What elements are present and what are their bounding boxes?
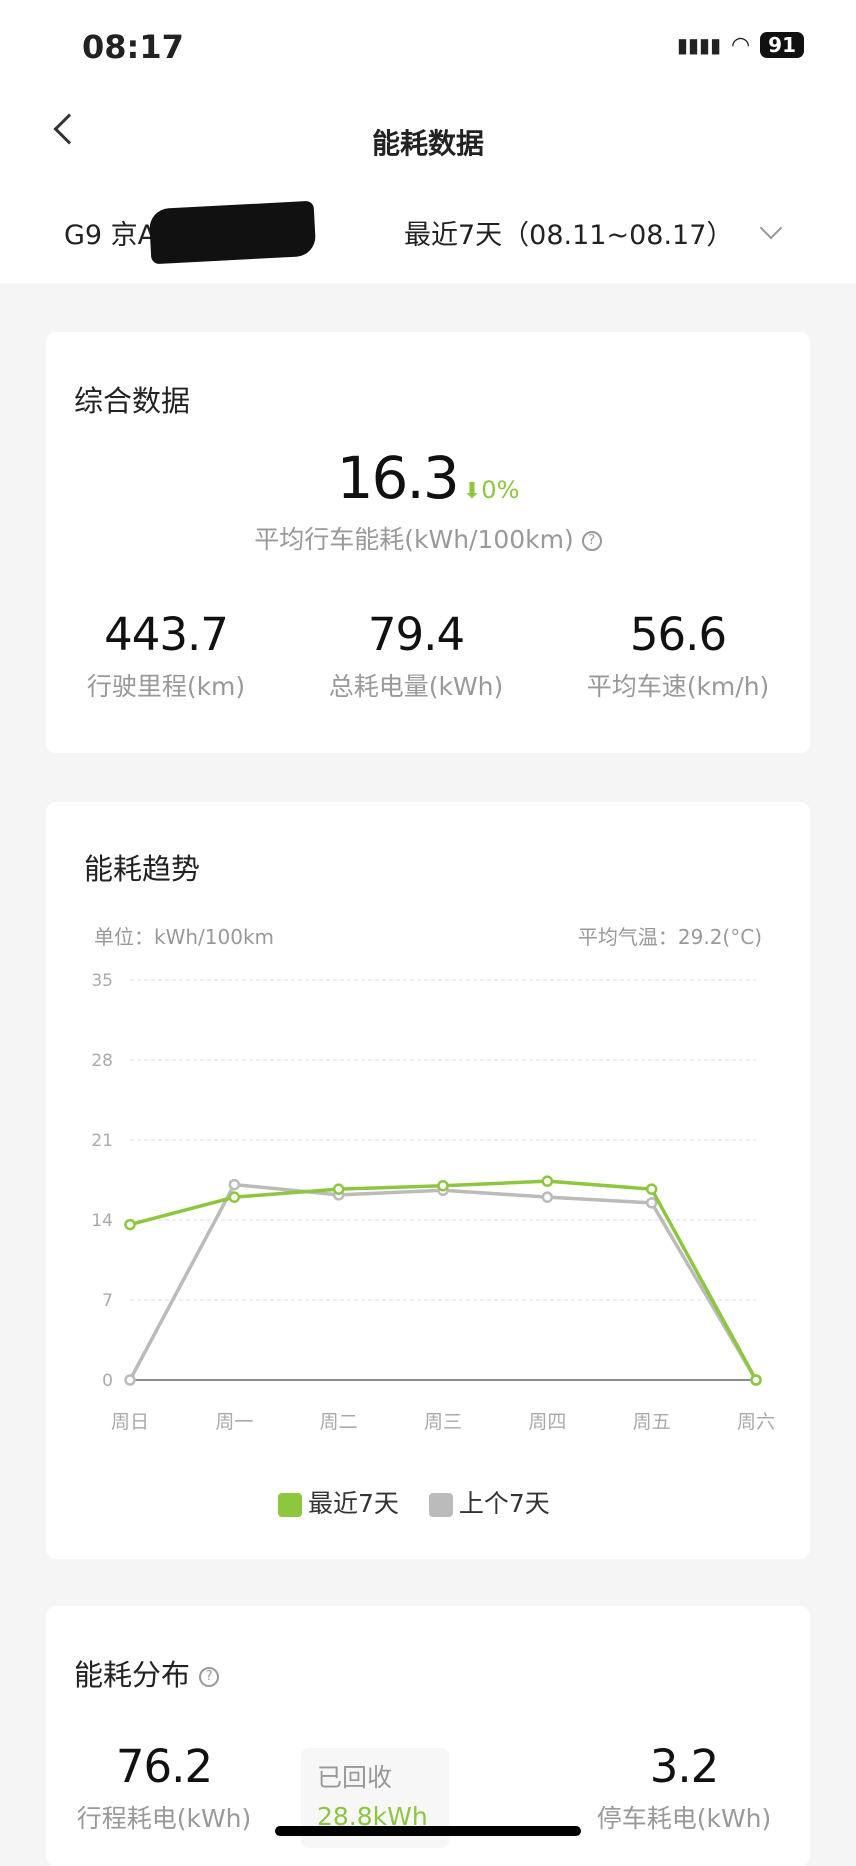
stat-energy: 79.4 总耗电量(kWh)	[286, 608, 546, 703]
stat-label: 总耗电量(kWh)	[328, 672, 504, 701]
summary-card: 综合数据 16.3 ⬇0% 平均行车能耗(kWh/100km) ? 443.7 行…	[46, 332, 810, 753]
driving-value: 76.2	[115, 1740, 213, 1793]
data-point	[332, 1183, 345, 1195]
x-tick-label: 周日	[111, 1411, 149, 1433]
stat-value: 443.7	[104, 608, 229, 661]
avg-consumption: 16.3 ⬇0%	[46, 444, 810, 512]
trend-card: 能耗趋势 单位：kWh/100km 平均气温：29.2(°C)	[46, 802, 810, 1559]
trend-title: 能耗趋势	[84, 852, 201, 886]
header	[0, 0, 856, 283]
distribution-title: 能耗分布 ?	[74, 1652, 220, 1694]
data-point	[541, 1175, 554, 1187]
distribution-title-text: 能耗分布	[74, 1658, 191, 1692]
unit-label: 单位：kWh/100km	[94, 925, 275, 949]
legend-label: 上个7天	[458, 1489, 550, 1518]
stat-label: 行驶里程(km)	[86, 672, 246, 701]
x-tick-label: 周一	[215, 1411, 253, 1433]
legend-label: 最近7天	[308, 1489, 399, 1518]
signal-icon: ▮▮▮▮	[676, 33, 721, 57]
data-point	[541, 1191, 554, 1203]
battery-icon: 91	[760, 32, 804, 58]
y-tick-label: 7	[102, 1291, 113, 1311]
y-tick-label: 28	[91, 1051, 113, 1071]
driving-energy: 76.2 行程耗电(kWh)	[34, 1740, 294, 1835]
home-indicator[interactable]	[275, 1826, 581, 1836]
x-tick-label: 周六	[737, 1411, 775, 1433]
data-point	[437, 1179, 449, 1192]
stat-value: 56.6	[629, 608, 727, 661]
avg-consumption-value: 16.3	[336, 444, 460, 512]
series-line	[129, 1179, 758, 1381]
stat-speed: 56.6 平均车速(km/h)	[548, 608, 808, 703]
arrow-down-icon: ⬇	[462, 479, 482, 504]
parking-label: 停车耗电(kWh)	[596, 1804, 772, 1833]
summary-title: 综合数据	[74, 384, 191, 418]
temperature-label: 平均气温：29.2(°C)	[577, 925, 762, 949]
data-point	[645, 1183, 658, 1195]
driving-label: 行程耗电(kWh)	[76, 1804, 252, 1833]
y-tick-label: 21	[91, 1131, 113, 1151]
data-point	[228, 1191, 241, 1203]
page-title: 能耗数据	[371, 127, 484, 160]
legend-item-previous[interactable]: 上个7天	[428, 1484, 550, 1520]
x-tick-label: 周五	[633, 1411, 671, 1433]
parking-value: 3.2	[649, 1740, 720, 1793]
status-time: 08:17	[82, 28, 184, 66]
legend-item-recent[interactable]: 最近7天	[278, 1484, 399, 1520]
parking-energy: 3.2 停车耗电(kWh)	[554, 1740, 814, 1835]
period-selector[interactable]: 最近7天（08.11~08.17）	[404, 220, 734, 251]
x-tick-label: 周四	[528, 1411, 566, 1433]
data-point	[124, 1218, 136, 1231]
y-tick-label: 14	[91, 1211, 113, 1231]
x-tick-label: 周二	[320, 1411, 358, 1433]
stat-mileage: 443.7 行驶里程(km)	[36, 608, 296, 703]
avg-label-text: 平均行车能耗(kWh/100km)	[254, 525, 574, 554]
y-tick-label: 35	[91, 971, 113, 991]
data-point	[124, 1374, 136, 1386]
series-line	[128, 1182, 758, 1381]
status-icons: ▮▮▮▮ ◠ 91	[677, 32, 804, 58]
x-tick-label: 周三	[424, 1411, 462, 1433]
help-icon[interactable]: ?	[199, 1667, 220, 1687]
wifi-icon: ◠	[730, 32, 751, 58]
y-tick-label: 0	[102, 1371, 113, 1391]
stat-value: 79.4	[367, 608, 465, 661]
stat-label: 平均车速(km/h)	[586, 672, 770, 701]
chart-legend: 最近7天 上个7天	[278, 1484, 550, 1520]
legend-swatch	[428, 1493, 453, 1517]
change-value: 0%	[481, 476, 520, 504]
help-icon[interactable]: ?	[581, 531, 602, 551]
avg-label: 平均行车能耗(kWh/100km) ?	[46, 520, 810, 556]
legend-swatch	[278, 1493, 302, 1517]
data-point	[645, 1197, 658, 1209]
data-point	[750, 1374, 762, 1386]
data-point	[228, 1178, 241, 1191]
recovered-label: 已回收	[317, 1763, 393, 1792]
